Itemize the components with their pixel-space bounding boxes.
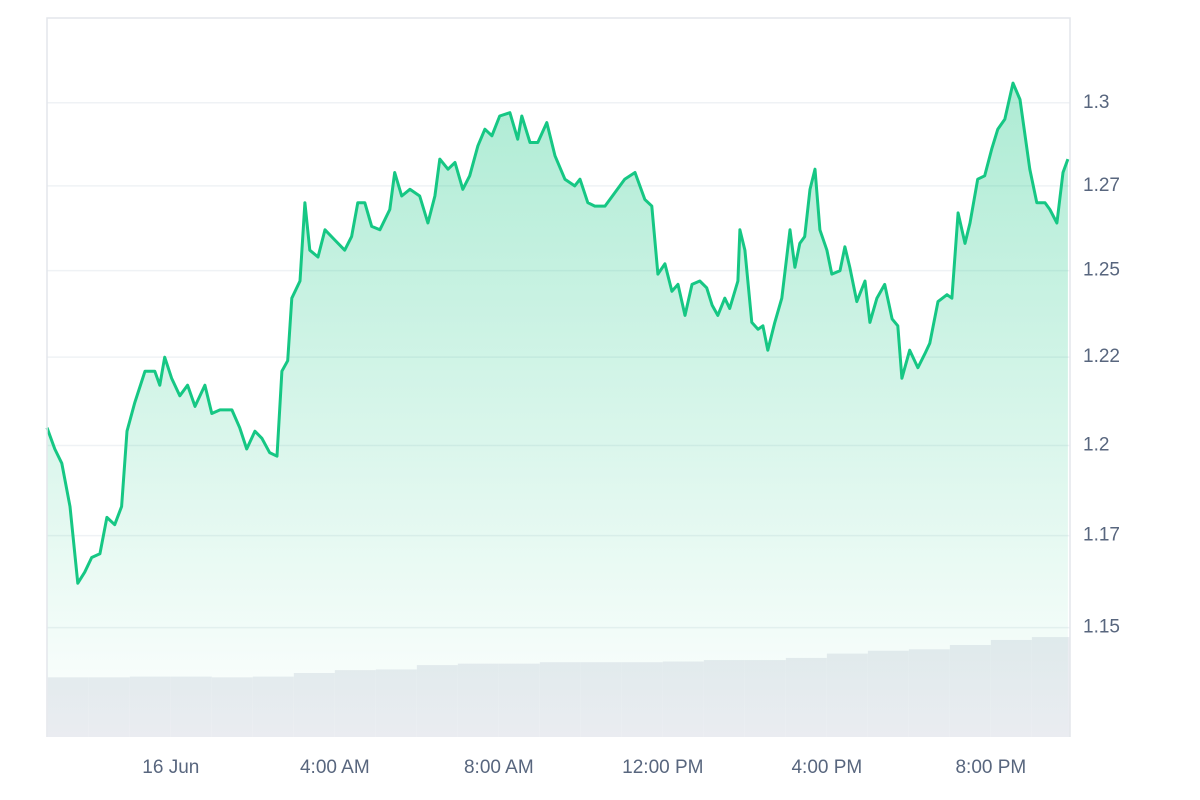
- y-tick-label: 1.3: [1083, 92, 1109, 113]
- y-tick-label: 1.2: [1083, 434, 1109, 455]
- y-tick-label: 1.17: [1083, 525, 1120, 546]
- price-area: [47, 83, 1068, 738]
- price-line: [45, 81, 1070, 585]
- x-tick-label: 8:00 AM: [464, 757, 534, 778]
- y-tick-label: 1.27: [1083, 175, 1120, 196]
- x-tick-label: 8:00 PM: [955, 757, 1026, 778]
- x-tick-label: 12:00 PM: [622, 757, 703, 778]
- y-tick-label: 1.25: [1083, 260, 1120, 281]
- label-layer: 1.15 1.17 1.2 1.22 1.25 1.27 1.3 16 Jun 4:00 AM 8…: [142, 92, 1120, 778]
- area-layer: [45, 81, 1070, 738]
- y-tick-label: 1.22: [1083, 346, 1120, 367]
- y-tick-label: 1.15: [1083, 617, 1120, 638]
- plot-frame: [46, 17, 1071, 737]
- x-tick-label: 4:00 PM: [791, 757, 862, 778]
- x-tick-label: 16 Jun: [142, 757, 199, 778]
- x-tick-label: 4:00 AM: [300, 757, 370, 778]
